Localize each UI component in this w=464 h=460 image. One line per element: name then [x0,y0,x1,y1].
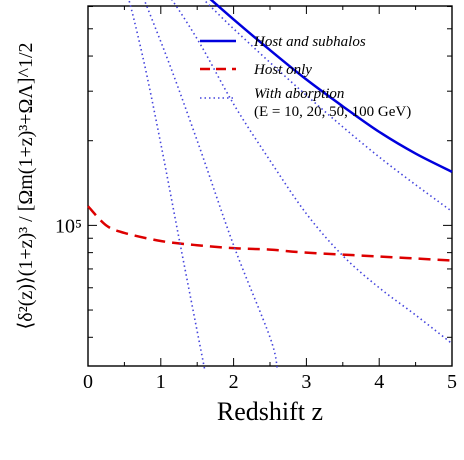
x-axis-label: Redshift z [217,397,323,426]
legend-note-energies: (E = 10, 20, 50, 100 GeV) [254,104,411,120]
x-tick-label: 2 [229,371,239,393]
series-line-0 [209,0,453,173]
x-tick-label: 4 [374,371,384,393]
y-axis-ticks: 10⁵10⁶ [55,6,452,338]
series-line-5 [128,0,206,369]
plot-frame [87,5,453,367]
series-line-1 [87,205,453,262]
legend-label-absorption: With aborption [254,86,344,102]
x-axis-ticks: 0 1 2 3 4 5 [83,6,457,393]
x-tick-label: 3 [301,371,311,393]
legend-label-host-subhalos: Host and subhalos [253,34,366,50]
x-tick-label: 0 [83,371,93,393]
x-tick-label: 5 [447,371,457,393]
series-layer [87,0,453,369]
series-line-4 [143,0,279,369]
x-tick-label: 1 [156,371,166,393]
legend: Host and subhalos Host only With aborpti… [200,34,411,120]
y-tick-label: 10⁵ [55,215,82,237]
y-axis-label: ⟨δ²(z)⟩(1+z)³ / [Ωm(1+z)³+ΩΛ]^1/2 [15,42,37,329]
legend-label-host-only: Host only [253,62,312,78]
